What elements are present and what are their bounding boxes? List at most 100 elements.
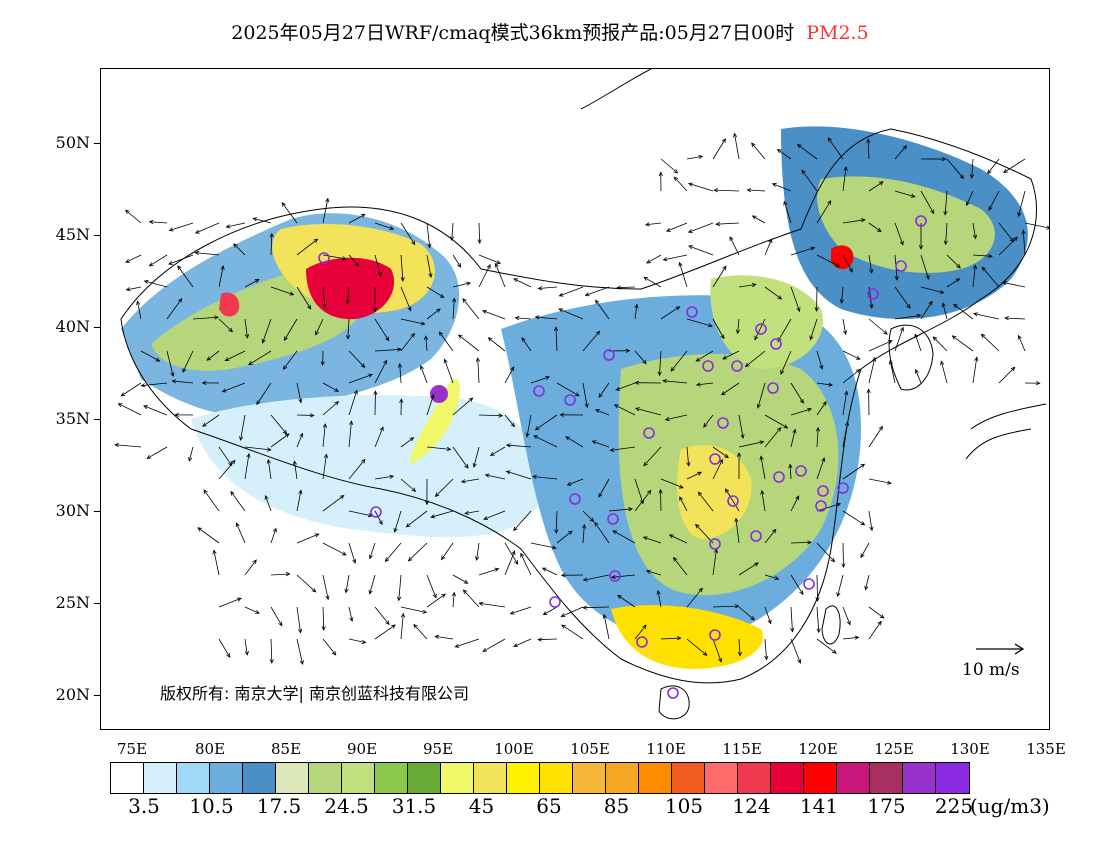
wind-vector-shaft (582, 510, 594, 522)
wind-vector-head (171, 379, 177, 384)
wind-vector-shaft (296, 533, 319, 544)
station-marker (569, 493, 581, 505)
wind-vector-shaft (149, 221, 168, 224)
wind-vector-shaft (721, 382, 740, 396)
wind-vector-head (423, 335, 429, 340)
wind-vector-shaft (868, 254, 873, 273)
wind-vector-head (966, 201, 970, 207)
wind-vector-head (574, 392, 580, 397)
wind-vector-head (224, 357, 230, 362)
wind-vector-shaft (932, 336, 948, 352)
station-marker (773, 471, 785, 483)
wind-vector-head (869, 304, 874, 309)
wind-vector-shaft (603, 614, 610, 640)
wind-vector-shaft (296, 382, 302, 403)
wind-vector-shaft (348, 542, 356, 564)
wind-vector-head (866, 138, 871, 143)
wind-vector-head (656, 589, 661, 595)
station-marker (318, 252, 330, 264)
wind-vector-head (466, 281, 472, 286)
wind-vector-head (616, 285, 621, 290)
station-marker (770, 338, 782, 350)
wind-vector-shaft (659, 350, 662, 376)
wind-vector-head (733, 132, 738, 138)
wind-vector-head (396, 596, 402, 602)
wind-vector-head (878, 181, 884, 186)
wind-vector-shaft (195, 252, 220, 256)
wind-vector-shaft (777, 318, 792, 342)
wind-vector-shaft (559, 286, 584, 297)
wind-vector-head (662, 257, 668, 262)
wind-vector-shaft (495, 263, 506, 288)
wind-vector-head (751, 215, 757, 220)
latitude-tick (94, 419, 100, 420)
wind-vector-shaft (894, 190, 915, 198)
station-marker (750, 530, 762, 542)
wind-vector-shaft (783, 201, 792, 224)
wind-vector-shaft (889, 360, 896, 384)
wind-vector-head (212, 549, 217, 555)
wind-vector-head (177, 265, 182, 270)
wind-vector-head (1017, 334, 1022, 340)
wind-vector-head (120, 392, 126, 397)
legend-swatch (342, 763, 375, 793)
wind-vector-shaft (463, 589, 480, 608)
wind-vector-head (974, 356, 979, 362)
wind-vector-shaft (657, 590, 662, 608)
legend-swatch (408, 763, 441, 793)
wind-vector-shaft (868, 606, 885, 619)
wind-vector-shaft (816, 638, 837, 654)
wind-vector-head (177, 298, 183, 303)
wind-vector-head (409, 437, 415, 442)
wind-vector-head (462, 298, 467, 303)
wind-vector-head (252, 217, 258, 222)
wind-vector-head (269, 232, 274, 238)
wind-vector-shaft (420, 365, 428, 384)
wind-vector-shaft (868, 181, 884, 192)
wind-vector-head (796, 144, 802, 149)
wind-vector-shaft (426, 286, 444, 298)
wind-vector-head (807, 407, 813, 412)
wind-vector-head (411, 487, 417, 492)
wind-vector-shaft (296, 433, 303, 448)
wind-vector-head (446, 446, 452, 452)
wind-vector-shaft (598, 478, 610, 498)
wind-vector-head (664, 416, 670, 422)
wind-vector-head (972, 234, 978, 240)
station-marker (755, 323, 767, 335)
wind-vector-head (220, 265, 225, 271)
wind-vector-shaft (226, 222, 246, 228)
wind-vector-shaft (868, 318, 888, 335)
wind-vector-shaft (218, 460, 236, 480)
wind-vector-head (283, 336, 288, 342)
wind-vector-shaft (1018, 335, 1026, 352)
legend-swatch (144, 763, 177, 793)
wind-vector-head (443, 358, 448, 364)
wind-vector-head (916, 313, 922, 318)
wind-vector-shaft (473, 446, 480, 468)
wind-vector-shaft (400, 333, 415, 352)
legend-label: 124 (732, 794, 771, 818)
wind-vector-head (673, 169, 679, 174)
wind-vector-head (797, 658, 802, 664)
legend-swatch (210, 763, 243, 793)
wind-vector-head (487, 337, 493, 342)
legend-label: 225 (934, 794, 974, 818)
wind-vector-head (720, 391, 726, 396)
wind-vector-shaft (125, 209, 142, 224)
wind-vector-head (285, 572, 291, 577)
wind-vector-head (687, 229, 693, 233)
wind-vector-head (612, 530, 618, 535)
wind-vector-head (918, 245, 924, 250)
wind-vector-head (697, 491, 703, 497)
wind-vector-head (228, 327, 234, 333)
wind-vector-shaft (430, 510, 454, 518)
wind-vector-head (383, 359, 388, 365)
wind-vector-shaft (712, 549, 717, 576)
wind-vector-head (389, 474, 395, 479)
wind-vector-head (124, 209, 130, 215)
wind-vector-head (695, 523, 700, 529)
wind-vector-head (510, 422, 515, 428)
station-markers (318, 215, 927, 699)
wind-reference-label: 10 m/s (962, 660, 1020, 680)
